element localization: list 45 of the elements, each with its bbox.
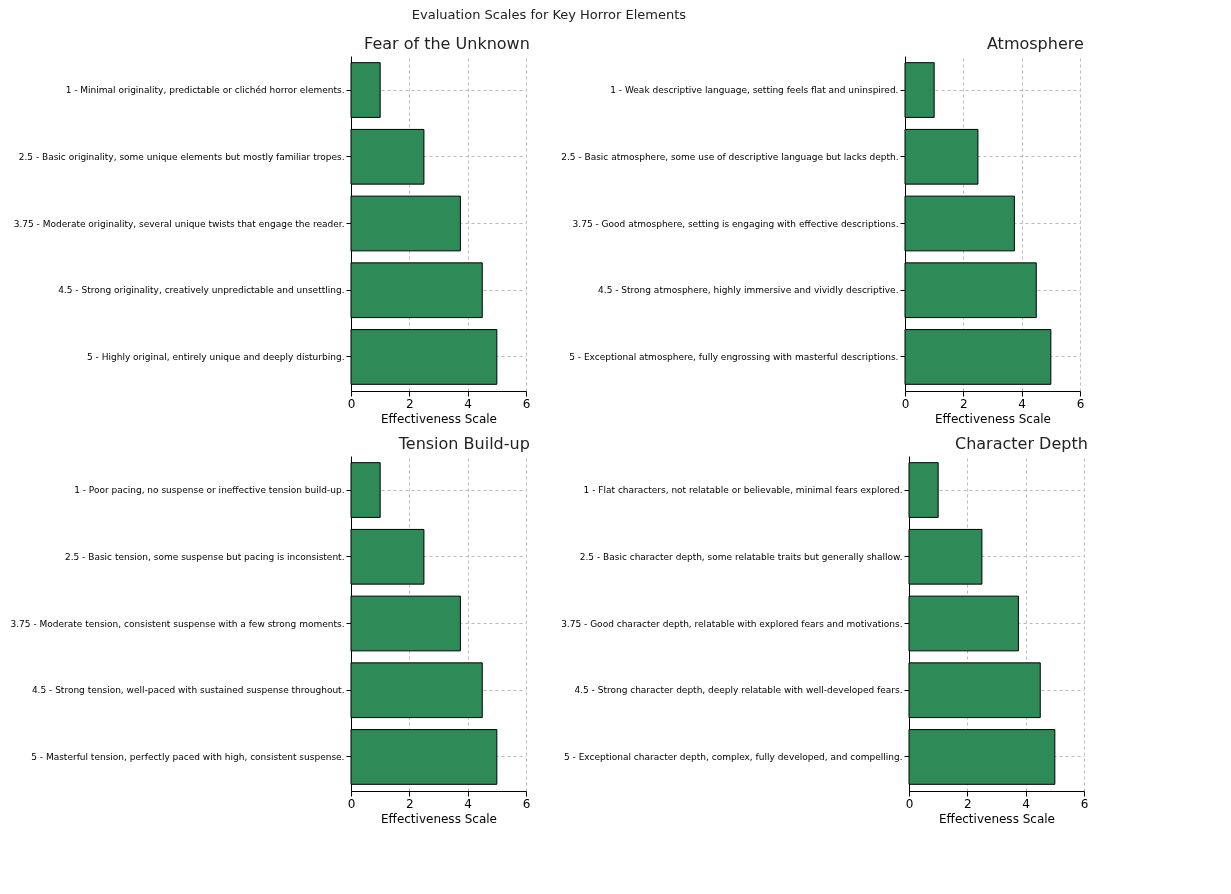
y-tick-label: 5 - Exceptional atmosphere, fully engrossing with masterful descriptions. [569,351,899,362]
x-tick-label: 6 [1076,396,1085,411]
x-tick-label: 4 [464,396,472,411]
y-tick-label: 3.75 - Moderate tension, consistent suspense with a few strong moments. [10,618,345,629]
y-tick-label: 2.5 - Basic atmosphere, some use of descriptive language but lacks depth. [561,151,899,162]
x-tick-label: 2 [406,396,414,411]
text: Evaluation Scales for Key Horror Elements [411,7,687,22]
x-tick-label: 6 [1080,796,1089,811]
y-tick-label: 2.5 - Basic originality, some unique elements but mostly familiar tropes. [18,151,345,162]
chart-title: Atmosphere [986,34,1084,53]
y-tick-label: 4.5 - Strong originality, creatively unpredictable and unsettling. [58,285,345,296]
x-tick-label: 2 [964,796,972,811]
y-tick-label: 3.75 - Moderate originality, several unique twists that engage the reader. [13,218,345,229]
x-tick-label: 2 [406,796,414,811]
x-tick-label: 0 [347,396,356,411]
y-tick-label: 1 - Weak descriptive language, setting feels flat and uninspired. [610,85,899,96]
y-tick-label: 1 - Flat characters, not relatable or believable, minimal fears explored. [583,485,903,496]
x-tick-label: 2 [960,396,968,411]
x-tick-label: 4 [464,796,472,811]
y-tick-label: 5 - Masterful tension, perfectly paced with high, consistent suspense. [31,751,345,762]
x-tick-label: 0 [905,796,914,811]
chart-title: Character Depth [955,434,1088,453]
y-tick-label: 5 - Exceptional character depth, complex, fully developed, and compelling. [563,751,903,762]
x-tick-label: 6 [522,796,531,811]
x-tick-label: 4 [1018,396,1026,411]
x-tick-label: 0 [901,396,910,411]
x-tick-label: 6 [522,396,531,411]
y-tick-label: 3.75 - Good atmosphere, setting is engaging with effective descriptions. [572,218,899,229]
x-axis-title: Effectiveness Scale [381,411,497,426]
chart-title: Tension Build-up [397,434,530,453]
y-tick-label: 4.5 - Strong character depth, deeply relatable with well-developed fears. [574,685,903,696]
y-tick-label: 2.5 - Basic character depth, some relatable traits but generally shallow. [579,551,903,562]
x-tick-label: 4 [1022,796,1030,811]
chart-title: Fear of the Unknown [364,34,530,53]
x-axis-title: Effectiveness Scale [381,811,497,826]
y-tick-label: 1 - Minimal originality, predictable or clichéd horror elements. [65,85,345,96]
y-tick-label: 3.75 - Good character depth, relatable with explored fears and motivations. [561,618,903,629]
y-tick-label: 4.5 - Strong atmosphere, highly immersive and vividly descriptive. [598,285,899,296]
y-tick-label: 1 - Poor pacing, no suspense or ineffective tension build-up. [74,485,345,496]
x-axis-title: Effectiveness Scale [939,811,1055,826]
y-tick-label: 4.5 - Strong tension, well-paced with sustained suspense throughout. [31,685,345,696]
x-axis-title: Effectiveness Scale [935,411,1051,426]
x-tick-label: 0 [347,796,356,811]
y-tick-label: 5 - Highly original, entirely unique and deeply disturbing. [87,351,345,362]
y-tick-label: 2.5 - Basic tension, some suspense but pacing is inconsistent. [64,551,345,562]
